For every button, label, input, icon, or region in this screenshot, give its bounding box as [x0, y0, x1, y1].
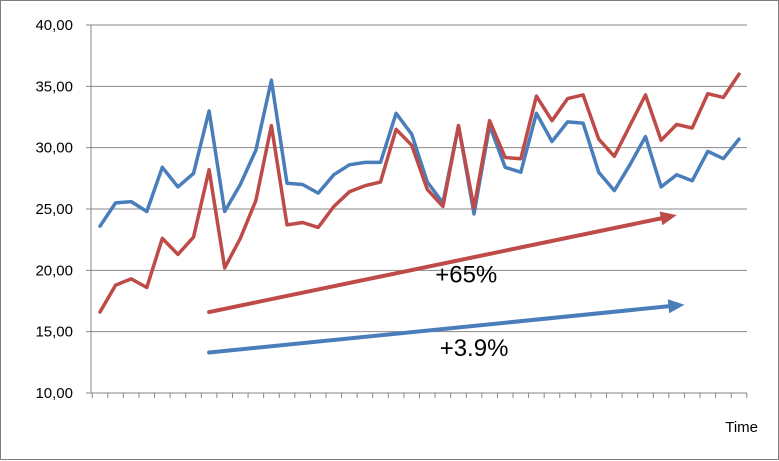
y-tick-label-4: 30,00 — [35, 140, 73, 157]
trend-arrows — [207, 211, 685, 355]
axes — [86, 24, 748, 398]
y-tick-label-1: 15,00 — [35, 324, 73, 341]
series-lines — [98, 72, 741, 314]
tick-labels: 10,00 15,00 20,00 25,00 30,00 35,00 40,00 — [35, 17, 73, 402]
series-line-0 — [98, 78, 741, 228]
x-axis-title: Time — [725, 419, 758, 436]
trend-arrow-1 — [207, 299, 685, 355]
trend-arrow-head-1 — [667, 299, 685, 314]
annotation-0: +65% — [435, 262, 497, 289]
trend-arrow-0 — [207, 211, 677, 315]
y-tick-label-3: 25,00 — [35, 201, 73, 218]
trend-arrow-shaft-0 — [207, 216, 663, 315]
annotations: +65% +3.9% — [435, 262, 508, 363]
y-tick-label-2: 20,00 — [35, 262, 73, 279]
trend-arrow-head-0 — [659, 211, 677, 226]
y-tick-label-5: 35,00 — [35, 78, 73, 95]
y-tick-label-6: 40,00 — [35, 17, 73, 34]
trend-arrow-shaft-1 — [207, 304, 671, 355]
y-tick-label-0: 10,00 — [35, 385, 73, 402]
series-line-1 — [98, 72, 741, 314]
annotation-1: +3.9% — [440, 335, 509, 362]
